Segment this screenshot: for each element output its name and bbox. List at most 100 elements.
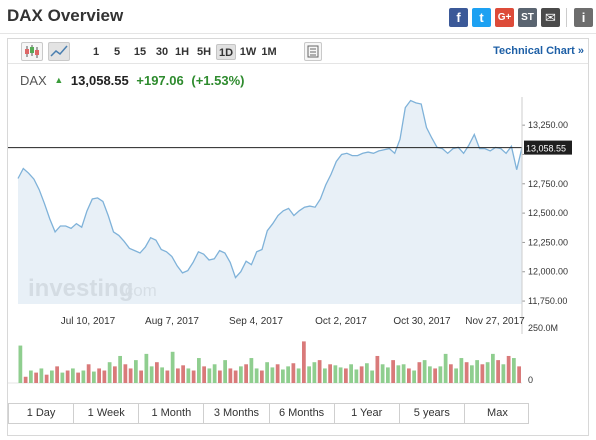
volume-bar bbox=[412, 370, 416, 383]
volume-bar bbox=[517, 366, 521, 383]
volume-bar bbox=[97, 368, 101, 383]
twitter-icon[interactable]: t bbox=[472, 8, 491, 27]
range-5-years[interactable]: 5 years bbox=[400, 404, 465, 423]
volume-bar bbox=[328, 364, 332, 383]
quote-line: DAX ▲ 13,058.55 +197.06 (+1.53%) bbox=[20, 73, 248, 88]
volume-bar bbox=[86, 364, 91, 383]
x-tick-label: Aug 7, 2017 bbox=[145, 316, 199, 327]
volume-bar bbox=[380, 364, 385, 383]
volume-bar bbox=[354, 369, 359, 383]
volume-bar bbox=[29, 370, 33, 383]
range-1-month[interactable]: 1 Month bbox=[139, 404, 205, 423]
timeframe-5[interactable]: 5 bbox=[113, 46, 121, 58]
candlestick-chart-icon[interactable] bbox=[21, 42, 43, 61]
volume-bar bbox=[475, 360, 479, 383]
volume-bar bbox=[496, 360, 500, 383]
y-tick-label: 12,500.00 bbox=[528, 208, 568, 218]
volume-bar bbox=[401, 364, 406, 383]
volume-bar bbox=[365, 363, 369, 383]
volume-bar bbox=[459, 358, 464, 383]
timeframe-30[interactable]: 30 bbox=[155, 46, 169, 58]
volume-bar bbox=[443, 353, 448, 383]
current-price-label: 13,058.55 bbox=[526, 144, 566, 154]
timeframe-1d[interactable]: 1D bbox=[216, 44, 236, 60]
technical-chart-link[interactable]: Technical Chart » bbox=[493, 45, 584, 57]
range-selector: 1 Day 1 Week 1 Month 3 Months 6 Months 1 Year… bbox=[8, 403, 529, 424]
volume-bar bbox=[249, 358, 254, 383]
volume-bar bbox=[275, 364, 280, 383]
volume-bar bbox=[92, 371, 96, 383]
range-1-year[interactable]: 1 Year bbox=[335, 404, 400, 423]
volume-bar bbox=[433, 368, 437, 383]
volume-bar bbox=[407, 368, 411, 383]
volume-bar bbox=[454, 368, 458, 383]
chart-panel: 1 5 15 30 1H 5H 1D 1W 1M Technical Chart » DAX ▲… bbox=[7, 38, 589, 436]
volume-bar bbox=[71, 368, 75, 383]
volume-bar bbox=[449, 364, 453, 383]
chart-toolbar: 1 5 15 30 1H 5H 1D 1W 1M Technical Chart » bbox=[8, 39, 588, 64]
timeframe-15[interactable]: 15 bbox=[133, 46, 147, 58]
volume-bar bbox=[107, 362, 112, 383]
volume-tick-label: 250.0M bbox=[528, 323, 558, 333]
timeframe-1[interactable]: 1 bbox=[92, 46, 100, 58]
facebook-icon[interactable]: f bbox=[449, 8, 468, 27]
quote-change-percent: (+1.53%) bbox=[191, 73, 245, 88]
x-tick-label: Oct 2, 2017 bbox=[315, 316, 367, 327]
volume-bar bbox=[197, 358, 201, 383]
volume-bar bbox=[239, 366, 243, 383]
range-1-week[interactable]: 1 Week bbox=[74, 404, 140, 423]
range-max[interactable]: Max bbox=[487, 407, 508, 419]
volume-bar bbox=[39, 368, 44, 383]
volume-bar bbox=[160, 367, 164, 383]
timeframe-1w[interactable]: 1W bbox=[239, 46, 257, 58]
volume-bar bbox=[464, 362, 469, 383]
volume-bar bbox=[265, 362, 269, 383]
volume-bar bbox=[312, 362, 317, 383]
volume-bar bbox=[207, 368, 212, 383]
y-tick-label: 11,750.00 bbox=[528, 296, 567, 306]
range-6-months[interactable]: 6 Months bbox=[270, 404, 335, 423]
volume-bar bbox=[176, 368, 180, 383]
volume-bar bbox=[302, 341, 306, 383]
volume-bar bbox=[18, 345, 23, 383]
y-tick-label: 12,250.00 bbox=[528, 237, 568, 247]
volume-bar bbox=[55, 366, 59, 383]
page-title: DAX Overview bbox=[7, 6, 124, 25]
x-tick-label: Oct 30, 2017 bbox=[393, 316, 451, 327]
email-icon[interactable]: ✉ bbox=[541, 8, 560, 27]
header-divider bbox=[0, 33, 596, 34]
volume-bar bbox=[233, 370, 238, 383]
volume-bar bbox=[349, 364, 353, 383]
volume-bar bbox=[338, 367, 343, 383]
volume-bar bbox=[123, 364, 128, 383]
volume-bar bbox=[286, 366, 290, 383]
timeframe-5h[interactable]: 5H bbox=[196, 46, 212, 58]
y-tick-label: 12,000.00 bbox=[528, 267, 568, 277]
volume-bar bbox=[291, 363, 296, 383]
price-chart[interactable]: investing.com13,058.5513,250.0012,750.00… bbox=[8, 39, 588, 399]
area-chart-icon[interactable] bbox=[48, 42, 70, 61]
chart-settings-icon[interactable] bbox=[304, 42, 322, 61]
volume-bar bbox=[254, 368, 259, 383]
quote-change: +197.06 bbox=[136, 73, 184, 88]
volume-bar bbox=[244, 364, 248, 383]
stocktwits-icon[interactable]: ST bbox=[518, 8, 537, 27]
range-3-months[interactable]: 3 Months bbox=[204, 404, 270, 423]
volume-bar bbox=[44, 374, 49, 383]
volume-bar bbox=[501, 364, 506, 383]
google-plus-icon[interactable]: G+ bbox=[495, 8, 514, 27]
volume-bar bbox=[165, 370, 170, 383]
range-1-day[interactable]: 1 Day bbox=[9, 404, 75, 423]
info-icon[interactable]: i bbox=[574, 8, 593, 27]
volume-bar bbox=[134, 360, 138, 383]
volume-bar bbox=[386, 367, 390, 383]
volume-bar bbox=[118, 355, 122, 383]
volume-bar bbox=[128, 368, 133, 383]
volume-bar bbox=[307, 366, 311, 383]
volume-bar bbox=[139, 370, 143, 383]
x-tick-label: Jul 10, 2017 bbox=[61, 316, 116, 327]
volume-bar bbox=[155, 362, 159, 383]
volume-bar bbox=[260, 370, 264, 383]
timeframe-1m[interactable]: 1M bbox=[261, 46, 277, 58]
timeframe-1h[interactable]: 1H bbox=[174, 46, 190, 58]
